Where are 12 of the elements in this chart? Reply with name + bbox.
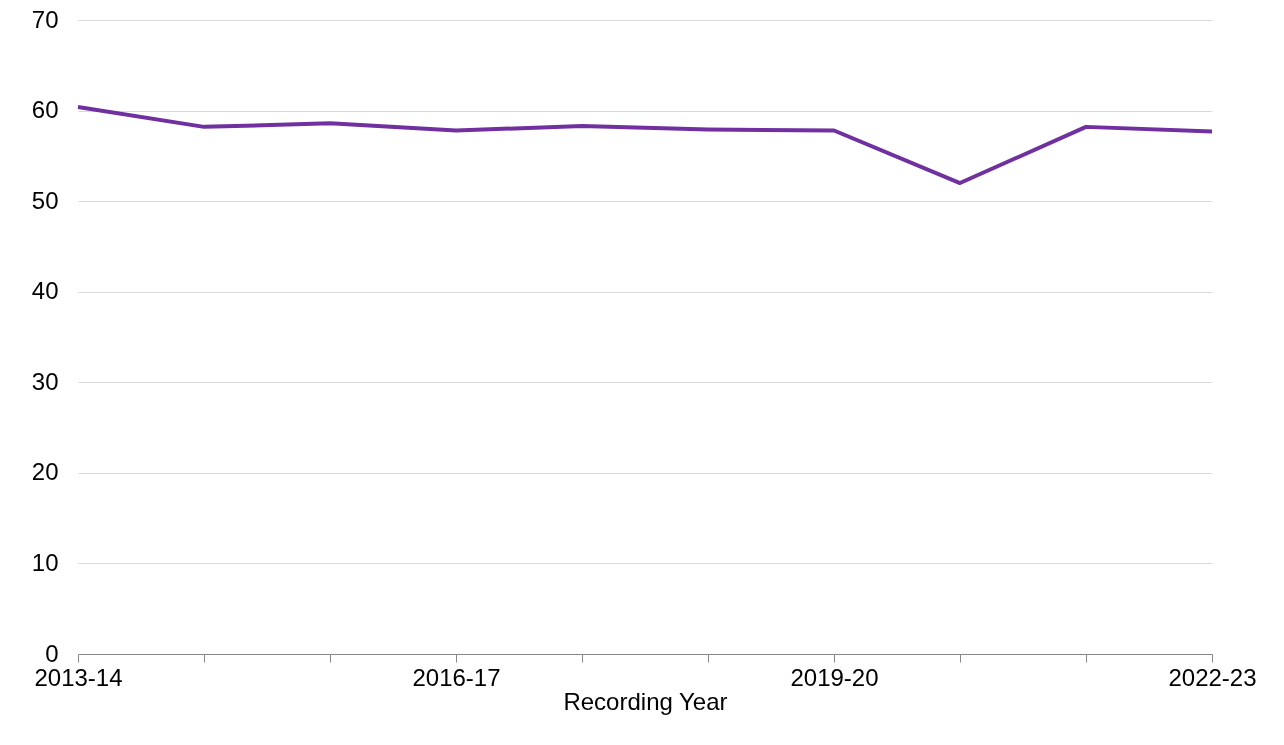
x-tick-label: 2019-20	[790, 663, 879, 691]
y-tick-label: 30	[31, 367, 59, 395]
y-tick-label: 70	[31, 5, 59, 33]
x-tick-label: 2022-23	[1168, 663, 1257, 691]
y-tick-label: 40	[31, 277, 59, 305]
y-tick-label: 60	[31, 96, 59, 124]
y-tick-label: 20	[31, 458, 59, 486]
y-tick-label: 50	[31, 186, 59, 214]
line-series	[76, 104, 1214, 186]
y-tick-label: 10	[31, 548, 59, 576]
x-tick-label: 2016-17	[412, 663, 501, 691]
x-axis-title: Recording Year	[563, 687, 728, 715]
